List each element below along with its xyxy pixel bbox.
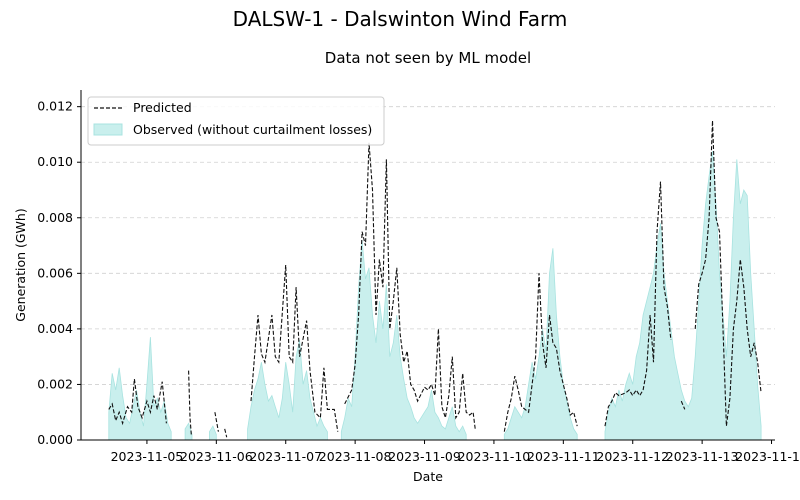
- y-tick-label: 0.000: [37, 432, 73, 447]
- legend-observed-swatch: [93, 123, 123, 136]
- x-tick-label: 2023-11-11: [527, 449, 600, 464]
- predicted-line-segment: [604, 181, 672, 427]
- x-tick-label: 2023-11-10: [458, 449, 531, 464]
- predicted-line-segment: [250, 264, 339, 432]
- observed-area-segment: [340, 239, 467, 441]
- y-ticks: 0.000 0.002 0.004 0.006 0.008 0.010 0.012: [37, 99, 81, 447]
- y-tick-label: 0.004: [37, 321, 73, 336]
- legend-predicted-label: Predicted: [133, 100, 192, 115]
- observed-area-series: [108, 151, 762, 441]
- y-tick-label: 0.008: [37, 210, 73, 225]
- chart-title: DALSW-1 - Dalswinton Wind Farm: [233, 7, 568, 31]
- legend-box: [87, 96, 385, 146]
- chart-subtitle: Data not seen by ML model: [325, 49, 531, 67]
- y-tick-label: 0.012: [37, 99, 73, 114]
- x-axis-label: Date: [413, 469, 443, 484]
- legend-observed-label: Observed (without curtailment losses): [133, 122, 372, 137]
- y-tick-label: 0.002: [37, 376, 73, 391]
- x-tick-label: 2023-11-13: [666, 449, 739, 464]
- observed-area-segment: [247, 339, 328, 441]
- observed-area-segment: [108, 337, 172, 441]
- observed-area-segment: [209, 425, 217, 441]
- predicted-line-segment: [214, 412, 219, 432]
- x-tick-label: 2023-11-06: [180, 449, 253, 464]
- legend: Predicted Observed (without curtailment …: [87, 96, 385, 146]
- x-tick-label: 2023-11-07: [249, 449, 322, 464]
- predicted-line-segment: [503, 273, 578, 432]
- x-tick-label: 2023-11-14: [735, 449, 800, 464]
- x-tick-label: 2023-11-08: [319, 449, 392, 464]
- x-tick-label: 2023-11-09: [388, 449, 461, 464]
- predicted-line-segment: [108, 378, 167, 426]
- predicted-line-segment: [188, 370, 192, 435]
- x-tick-label: 2023-11-05: [111, 449, 184, 464]
- predicted-line-segment: [694, 120, 762, 427]
- predicted-line-segment: [224, 428, 228, 438]
- y-axis-label: Generation (GWh): [13, 208, 28, 321]
- observed-area-segment: [604, 151, 762, 441]
- y-tick-label: 0.006: [37, 265, 73, 280]
- observed-area-segment: [503, 248, 578, 441]
- x-tick-label: 2023-11-12: [596, 449, 669, 464]
- y-tick-label: 0.010: [37, 154, 73, 169]
- predicted-line-segment: [680, 400, 686, 410]
- x-ticks: 2023-11-052023-11-062023-11-072023-11-08…: [111, 440, 800, 464]
